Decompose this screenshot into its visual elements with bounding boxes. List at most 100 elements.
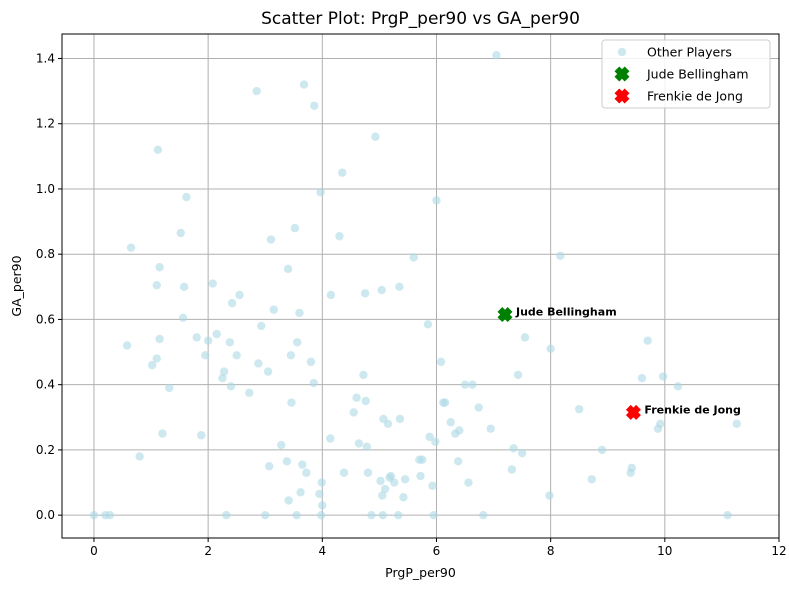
other-player-point [226, 382, 236, 391]
other-player-point [212, 329, 221, 339]
other-player-point [399, 493, 408, 502]
legend-label-other-players: Other Players [647, 45, 732, 60]
y-tick-label: 1.4 [36, 51, 55, 65]
other-player-point [460, 380, 470, 389]
other-player-point [425, 432, 434, 442]
x-tick-label: 0 [90, 544, 98, 558]
other-player-point [732, 419, 741, 429]
other-player-point [306, 357, 316, 367]
other-player-point [302, 468, 311, 477]
other-player-point [380, 484, 390, 494]
y-tick-label: 1.0 [36, 182, 55, 196]
other-player-point [126, 243, 136, 252]
other-player-point [299, 80, 309, 89]
other-player-point [263, 367, 273, 376]
legend-marker-other-players [617, 47, 627, 57]
other-player-point [222, 510, 231, 520]
other-player-point [182, 192, 191, 202]
y-tick-label: 1.2 [36, 117, 55, 131]
other-player-point [436, 357, 446, 367]
other-player-point [359, 370, 368, 380]
other-player-point [423, 320, 433, 329]
other-player-point [428, 481, 437, 491]
other-player-point [546, 344, 555, 353]
other-player-point [574, 404, 584, 414]
other-player-point [643, 336, 652, 345]
x-axis-label: PrgP_per90 [385, 565, 456, 580]
other-player-point [203, 336, 213, 345]
other-player-point [673, 382, 683, 391]
y-tick-label: 0.2 [36, 443, 55, 457]
other-player-point [179, 282, 189, 292]
other-player-point [362, 442, 372, 451]
other-player-point [517, 448, 527, 458]
other-player-point [310, 101, 319, 110]
other-player-point [269, 305, 278, 314]
other-player-point [468, 380, 477, 389]
other-player-point [309, 378, 318, 388]
legend-marker-jude-bellingham [614, 66, 630, 82]
frenkie-de-jong-annotation: Frenkie de Jong [644, 403, 740, 416]
other-player-point [277, 440, 286, 450]
other-player-point [254, 359, 263, 368]
other-player-point [245, 388, 254, 398]
other-player-point [627, 463, 636, 473]
other-player-point [178, 313, 188, 323]
other-player-point [386, 471, 396, 481]
other-player-point [326, 434, 335, 443]
other-player-point [158, 429, 167, 438]
other-player-point [315, 489, 324, 499]
other-player-point [208, 279, 217, 288]
other-player-point [513, 370, 523, 380]
other-player-point [292, 510, 301, 520]
other-player-point [318, 501, 327, 510]
other-player-point [265, 462, 274, 471]
other-player-point [371, 132, 380, 141]
other-player-point [152, 280, 161, 290]
other-player-point [295, 308, 304, 318]
other-player-point [383, 419, 393, 429]
other-player-point [464, 478, 473, 487]
other-player-point [479, 510, 488, 520]
y-tick-label: 0.0 [36, 508, 55, 522]
other-player-point [192, 333, 201, 342]
other-player-point [509, 444, 518, 453]
other-player-point [266, 235, 276, 244]
other-player-point [335, 232, 344, 241]
other-player-point [232, 351, 241, 360]
other-player-point [400, 475, 410, 484]
other-player-point [287, 398, 296, 407]
other-player-point [176, 228, 185, 238]
other-player-point [292, 338, 302, 347]
y-tick-label: 0.6 [36, 312, 55, 326]
x-tick-label: 10 [657, 544, 672, 558]
legend-label-frenkie-de-jong: Frenkie de Jong [647, 89, 743, 104]
other-player-point [432, 196, 441, 205]
other-player-point [376, 476, 385, 486]
other-player-point [89, 510, 99, 520]
other-player-point [492, 51, 501, 60]
other-player-point [296, 488, 305, 497]
other-player-point [361, 396, 370, 406]
other-player-point [252, 86, 261, 96]
y-tick-label: 0.8 [36, 247, 55, 261]
other-player-point [286, 351, 296, 360]
other-player-point [453, 457, 463, 466]
other-player-point [597, 445, 607, 455]
other-player-point [390, 478, 399, 487]
other-player-point [261, 510, 270, 520]
other-player-point [147, 360, 157, 370]
other-player-point [556, 251, 565, 261]
other-player-point [656, 419, 665, 429]
other-player-point [363, 468, 373, 477]
other-player-point [218, 373, 227, 383]
other-player-point [349, 408, 358, 417]
legend-label-jude-bellingham: Jude Bellingham [646, 67, 749, 82]
other-player-point [723, 510, 732, 520]
other-player-point [395, 414, 405, 424]
legend: Other Players Jude Bellingham Frenkie de J… [601, 39, 771, 109]
y-tick-label: 0.4 [36, 378, 55, 392]
legend-box [601, 39, 771, 109]
x-axis-ticks: 0 2 4 6 8 10 12 [90, 538, 787, 558]
other-player-point [219, 367, 229, 376]
